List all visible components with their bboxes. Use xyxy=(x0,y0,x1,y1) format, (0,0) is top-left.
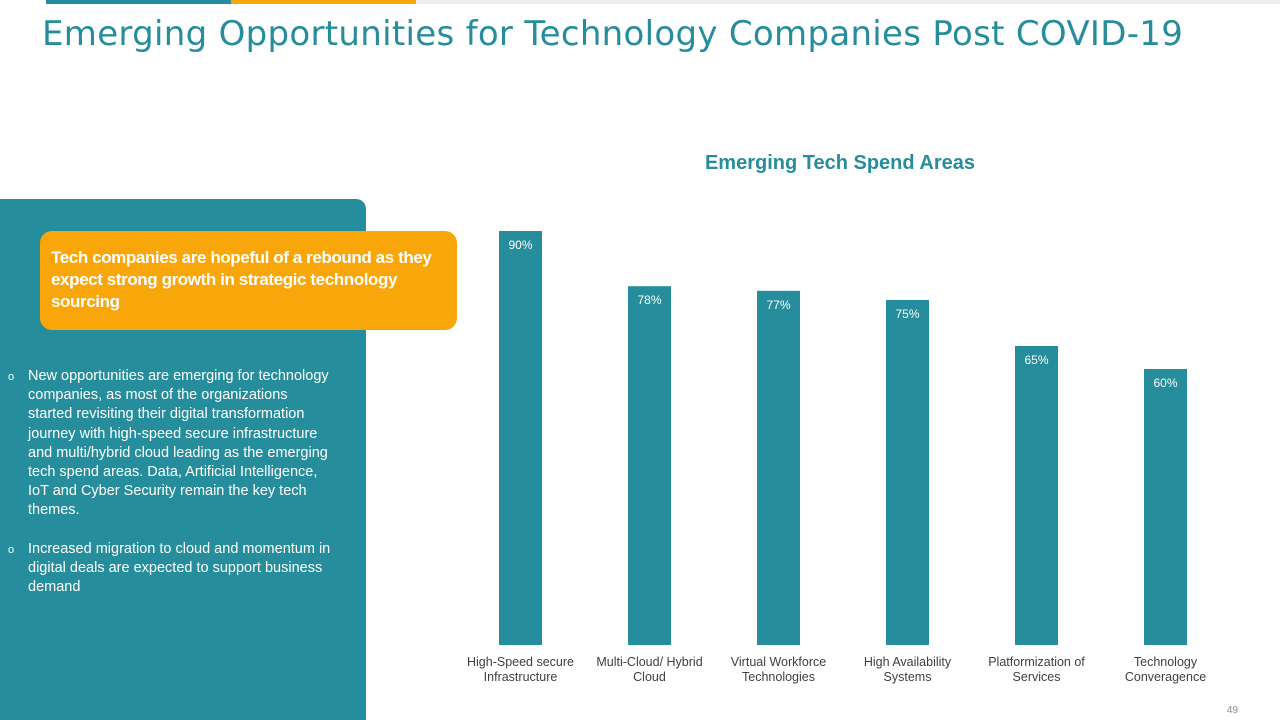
bullet-text: New opportunities are emerging for techn… xyxy=(28,368,329,519)
bar xyxy=(1144,369,1187,645)
chart-title: Emerging Tech Spend Areas xyxy=(704,152,976,174)
bar xyxy=(757,290,800,645)
top-accent-teal xyxy=(46,0,231,4)
data-label: 60% xyxy=(1153,376,1177,390)
data-label: 90% xyxy=(508,238,532,252)
top-accent-gray xyxy=(416,0,1280,4)
bullet-marker-icon: o xyxy=(8,371,15,383)
category-label: Platformization of Services xyxy=(988,655,1085,684)
bar xyxy=(886,300,929,645)
top-accent-orange xyxy=(231,0,416,4)
callout-box: Tech companies are hopeful of a rebound … xyxy=(40,231,457,330)
category-label: Virtual Workforce Technologies xyxy=(731,655,826,684)
category-label: Technology Converagence xyxy=(1125,655,1206,684)
category-label: High-Speed secure Infrastructure xyxy=(467,655,574,684)
category-label: Multi-Cloud/ Hybrid Cloud xyxy=(596,655,702,684)
data-label: 77% xyxy=(766,298,790,312)
page-title: Emerging Opportunities for Technology Co… xyxy=(42,14,1184,54)
bar xyxy=(628,286,671,645)
bullet-text: Increased migration to cloud and momentu… xyxy=(28,540,331,596)
data-label: 75% xyxy=(895,307,919,321)
bar-chart: 90% High-Speed secure Infrastructure 78% Mul… xyxy=(467,231,1206,684)
bullet-item: o Increased migration to cloud and momen… xyxy=(8,540,333,598)
page-number: 49 xyxy=(1226,705,1238,716)
category-label: High Availability Systems xyxy=(864,655,952,684)
bullet-item: o New opportunities are emerging for tec… xyxy=(8,367,333,521)
data-label: 65% xyxy=(1024,353,1048,367)
bullet-list: o New opportunities are emerging for tec… xyxy=(8,367,333,597)
bar xyxy=(1015,346,1058,645)
callout-text: Tech companies are hopeful of a rebound … xyxy=(51,248,432,311)
bullet-marker-icon: o xyxy=(8,543,15,556)
bar xyxy=(499,231,542,645)
data-label: 78% xyxy=(637,293,661,307)
